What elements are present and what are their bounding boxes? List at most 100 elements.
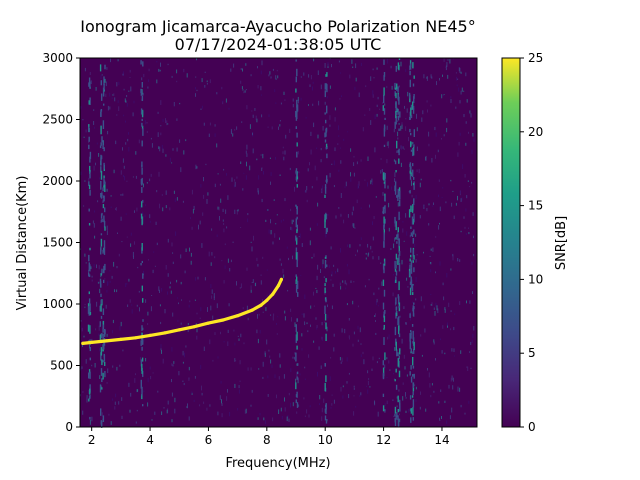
noise-speck: [284, 99, 286, 101]
noise-speck: [212, 315, 214, 320]
interference-streak: [412, 147, 415, 156]
interference-streak: [397, 415, 399, 421]
noise-speck: [111, 275, 113, 279]
noise-speck: [175, 231, 177, 236]
noise-speck: [154, 265, 156, 267]
noise-speck: [330, 357, 332, 359]
noise-speck: [415, 195, 417, 199]
noise-speck: [309, 227, 311, 231]
interference-streak: [383, 228, 385, 235]
noise-speck: [345, 181, 347, 187]
noise-speck: [353, 385, 355, 388]
noise-speck: [377, 96, 379, 100]
noise-speck: [101, 333, 103, 336]
noise-speck: [466, 99, 468, 103]
interference-streak: [141, 363, 143, 371]
noise-speck: [324, 321, 326, 323]
echo-trace-point: [104, 339, 108, 343]
noise-speck: [349, 244, 351, 248]
noise-speck: [201, 105, 203, 109]
noise-speck: [121, 415, 123, 419]
noise-speck: [242, 68, 243, 72]
interference-streak: [325, 119, 327, 124]
interference-streak: [295, 76, 297, 83]
noise-speck: [360, 62, 362, 66]
noise-speck: [347, 214, 349, 218]
noise-speck: [326, 96, 328, 99]
noise-speck: [269, 293, 271, 296]
noise-speck: [431, 302, 433, 306]
noise-speck: [327, 214, 329, 216]
interference-streak: [412, 183, 415, 186]
noise-speck: [165, 154, 167, 157]
noise-speck: [106, 230, 108, 235]
noise-speck: [334, 147, 336, 152]
noise-speck: [342, 395, 344, 399]
noise-speck: [384, 403, 386, 407]
noise-speck: [272, 68, 274, 71]
noise-speck: [180, 167, 182, 173]
interference-streak: [324, 283, 326, 287]
noise-speck: [378, 256, 380, 260]
noise-speck: [237, 408, 239, 411]
interference-streak: [101, 192, 103, 197]
noise-speck: [340, 193, 342, 198]
noise-speck: [394, 347, 396, 351]
noise-speck: [234, 358, 236, 362]
interference-streak: [89, 312, 92, 315]
noise-speck: [142, 211, 144, 215]
noise-speck: [209, 79, 211, 84]
interference-streak: [326, 264, 328, 267]
noise-speck: [254, 282, 256, 287]
noise-speck: [267, 375, 269, 379]
noise-speck: [260, 154, 262, 156]
noise-speck: [304, 366, 306, 369]
noise-speck: [101, 412, 103, 417]
noise-speck: [213, 296, 215, 301]
noise-speck: [214, 332, 216, 335]
interference-streak: [104, 64, 106, 70]
interference-streak: [296, 331, 298, 341]
noise-speck: [126, 95, 128, 98]
noise-speck: [459, 67, 461, 73]
noise-speck: [460, 350, 462, 354]
noise-speck: [294, 322, 296, 327]
noise-speck: [393, 373, 394, 375]
noise-speck: [132, 112, 134, 117]
noise-speck: [107, 368, 109, 373]
interference-streak: [410, 104, 413, 110]
noise-speck: [110, 421, 112, 425]
interference-streak: [325, 420, 328, 424]
noise-speck: [152, 372, 154, 374]
noise-speck: [310, 324, 311, 327]
interference-streak: [88, 272, 90, 276]
interference-streak: [100, 142, 102, 146]
noise-speck: [138, 139, 140, 144]
interference-streak: [89, 371, 91, 379]
noise-speck: [264, 353, 266, 357]
noise-speck: [355, 77, 357, 82]
noise-speck: [354, 227, 356, 229]
noise-speck: [458, 141, 460, 146]
noise-speck: [433, 341, 435, 345]
interference-streak: [413, 341, 415, 351]
interference-streak: [89, 165, 91, 174]
noise-speck: [434, 126, 436, 131]
interference-streak: [99, 321, 101, 327]
noise-speck: [459, 301, 461, 305]
noise-speck: [279, 258, 281, 261]
noise-speck: [240, 80, 242, 84]
interference-streak: [325, 375, 327, 383]
noise-speck: [397, 202, 399, 207]
noise-speck: [135, 421, 137, 424]
noise-speck: [196, 328, 198, 333]
interference-streak: [397, 395, 399, 403]
interference-streak: [384, 261, 386, 264]
noise-speck: [236, 126, 238, 130]
echo-trace: [81, 277, 283, 345]
noise-speck: [182, 361, 184, 364]
noise-speck: [423, 74, 425, 79]
noise-speck: [226, 226, 228, 229]
noise-speck: [429, 255, 431, 257]
noise-speck: [423, 251, 424, 254]
